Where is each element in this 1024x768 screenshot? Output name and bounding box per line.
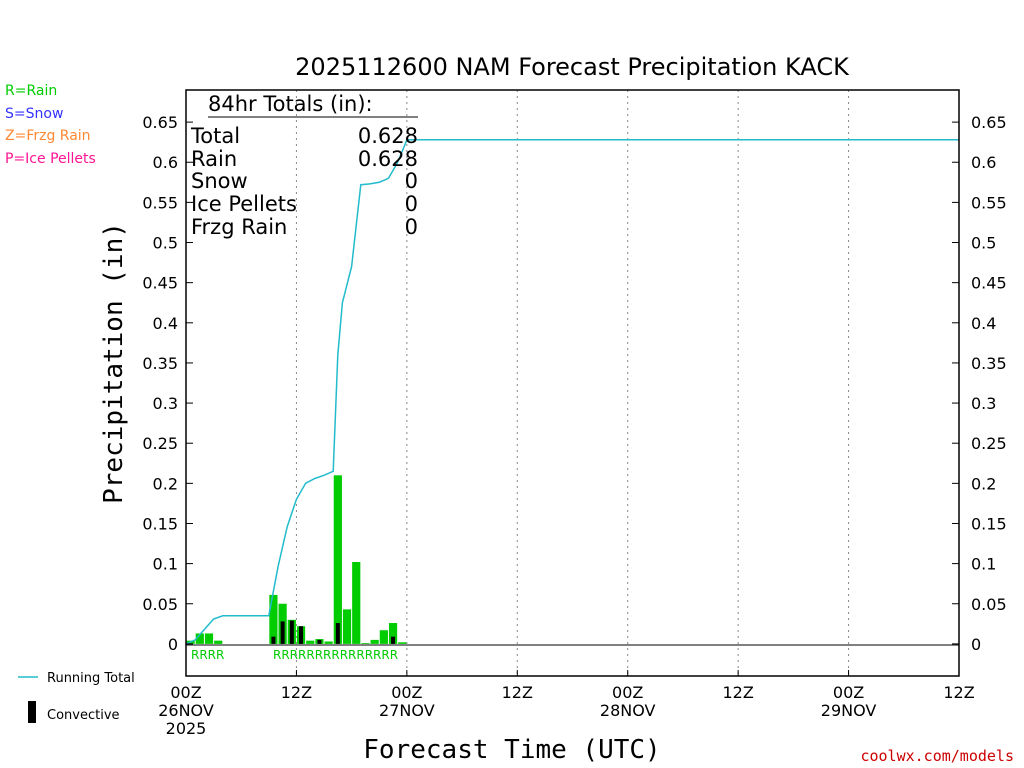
y-tick-label: 0.3	[153, 394, 178, 413]
precip-bar	[388, 623, 398, 644]
convective-bar	[280, 621, 285, 644]
precip-bar	[342, 609, 352, 644]
y-tick-label: 0.1	[153, 555, 178, 574]
x-tick-label: 00Z	[391, 683, 422, 702]
y-tick-label: 0.25	[142, 434, 178, 453]
y-axis-right: 0.65 0.6 0.55 0.5 0.45 0.4 0.35 0.3 0.25 0.2 0.15 0…	[952, 113, 1007, 654]
x-axis-label: Forecast Time (UTC)	[363, 735, 660, 765]
y-tick-label: 0.6	[971, 153, 996, 172]
precip-type-legend: R=Rain S=Snow Z=Frzg Rain P=Ice Pellets	[5, 83, 96, 167]
precip-type-label-1: RRRR	[191, 648, 224, 662]
totals-box: 84hr Totals (in): Total 0.628 Rain 0.628…	[190, 92, 418, 239]
x-tick-label: 12Z	[722, 683, 753, 702]
grid-lines	[295, 90, 850, 676]
y-tick-label: 0.5	[971, 234, 996, 253]
precip-bar	[204, 633, 214, 644]
precip-bar	[361, 643, 370, 644]
legend-rain: R=Rain	[5, 83, 57, 99]
precip-bar	[379, 630, 388, 644]
y-tick-label: 0.4	[971, 314, 996, 333]
precip-bar	[370, 639, 379, 644]
totals-value-ice-pellets: 0	[405, 192, 418, 216]
x-tick-label: 00Z	[833, 683, 864, 702]
totals-value-snow: 0	[405, 169, 418, 193]
convective-bar	[391, 636, 396, 644]
x-tick-label: 12Z	[502, 683, 533, 702]
y-tick-label: 0	[971, 635, 981, 654]
totals-label-rain: Rain	[191, 147, 237, 171]
plot-frame	[185, 89, 960, 677]
chart-title: 2025112600 NAM Forecast Precipitation KA…	[295, 53, 850, 81]
convective-bar	[271, 636, 276, 644]
totals-value-frzg-rain: 0	[405, 215, 418, 239]
series-legend: Running Total Convective	[18, 671, 135, 723]
totals-value-rain: 0.628	[358, 147, 418, 171]
convective-legend-label: Convective	[47, 708, 120, 723]
y-axis-left: 0.65 0.6 0.55 0.5 0.45 0.4 0.35 0.3 0.25 0.2 0.15 0…	[142, 113, 193, 654]
convective-bar	[289, 620, 294, 644]
y-tick-label: 0.65	[142, 113, 178, 132]
y-tick-label: 0.05	[971, 595, 1007, 614]
y-tick-label: 0.45	[971, 274, 1007, 293]
y-tick-label: 0.1	[971, 555, 996, 574]
y-axis-label: Precipitation (in)	[99, 222, 129, 504]
convective-bar	[335, 623, 340, 644]
totals-value-total: 0.628	[358, 124, 418, 148]
totals-label-total: Total	[190, 124, 240, 148]
legend-frzg-rain: Z=Frzg Rain	[5, 128, 91, 144]
precip-bar	[195, 633, 204, 644]
totals-header: 84hr Totals (in):	[208, 92, 373, 116]
x-tick-label: 2025	[166, 719, 207, 738]
y-tick-label: 0.25	[971, 434, 1007, 453]
precip-bar	[306, 640, 315, 644]
x-tick-label: 26NOV	[158, 701, 214, 720]
y-tick-label: 0.45	[142, 274, 178, 293]
precip-bar	[352, 562, 361, 644]
running-total-legend-label: Running Total	[47, 671, 135, 686]
precip-bar	[398, 642, 407, 644]
precip-type-label-2: RRRRRRRRRRRRRRR	[273, 648, 398, 662]
y-tick-label: 0.2	[971, 474, 996, 493]
precip-bar	[333, 475, 342, 644]
precip-bar	[269, 594, 278, 644]
y-tick-label: 0.4	[153, 314, 178, 333]
y-tick-label: 0	[168, 635, 178, 654]
y-tick-label: 0.5	[153, 234, 178, 253]
x-tick-label: 27NOV	[379, 701, 435, 720]
convective-legend-swatch	[28, 701, 36, 723]
x-tick-label: 12Z	[943, 683, 974, 702]
y-tick-label: 0.65	[971, 113, 1007, 132]
totals-label-snow: Snow	[191, 169, 248, 193]
legend-snow: S=Snow	[5, 106, 63, 122]
running-total-line	[185, 139, 959, 645]
totals-label-frzg-rain: Frzg Rain	[191, 215, 287, 239]
y-tick-label: 0.3	[971, 394, 996, 413]
x-tick-label: 28NOV	[600, 701, 656, 720]
convective-bars	[271, 620, 396, 644]
x-tick-label: 12Z	[281, 683, 312, 702]
y-tick-label: 0.15	[971, 514, 1007, 533]
precip-bar	[214, 640, 223, 644]
x-tick-label: 00Z	[612, 683, 643, 702]
y-tick-label: 0.6	[153, 153, 178, 172]
y-tick-label: 0.55	[971, 193, 1007, 212]
precip-bar	[324, 641, 333, 644]
y-tick-label: 0.15	[142, 514, 178, 533]
totals-label-ice-pellets: Ice Pellets	[191, 192, 297, 216]
y-tick-label: 0.35	[142, 354, 178, 373]
convective-bar	[299, 626, 304, 644]
source-credit: coolwx.com/models	[860, 747, 1014, 765]
y-tick-label: 0.05	[142, 595, 178, 614]
x-tick-label: 00Z	[170, 683, 201, 702]
x-tick-label: 29NOV	[821, 701, 877, 720]
y-tick-label: 0.55	[142, 193, 178, 212]
y-tick-label: 0.2	[153, 474, 178, 493]
convective-bar	[317, 639, 322, 644]
legend-ice-pellets: P=Ice Pellets	[5, 151, 96, 167]
y-tick-label: 0.35	[971, 354, 1007, 373]
